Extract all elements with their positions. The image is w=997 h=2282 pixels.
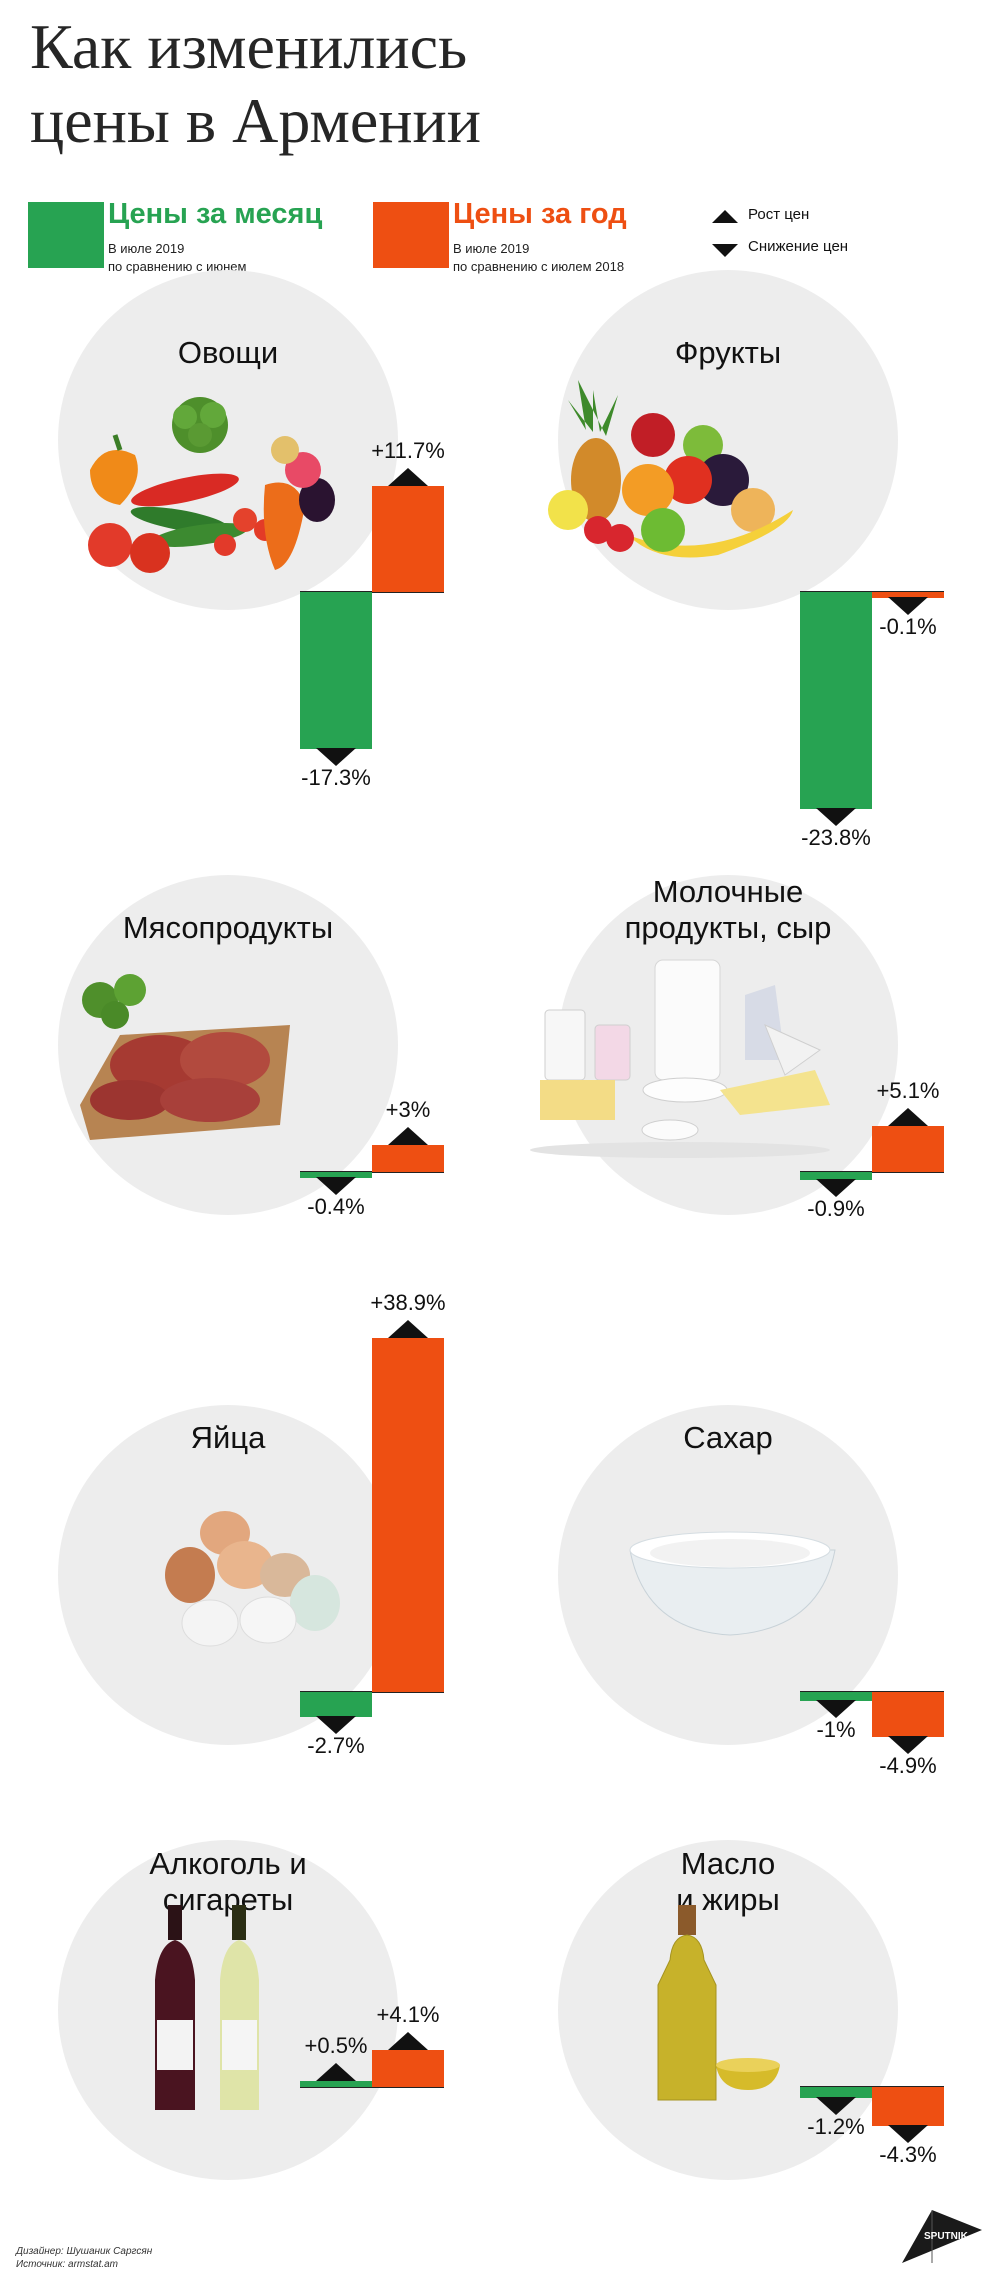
value-label-year: +4.1% bbox=[376, 2001, 440, 2027]
legend-month-sub1: В июле 2019 bbox=[108, 241, 185, 256]
decrease-triangle-icon bbox=[888, 597, 928, 615]
bar-month bbox=[800, 592, 872, 809]
decrease-triangle-icon bbox=[816, 807, 856, 826]
bar-year bbox=[372, 485, 444, 592]
legend-down-triangle-icon bbox=[712, 244, 738, 257]
bar-year bbox=[872, 1692, 944, 1737]
logo-text: SPUTNIK bbox=[924, 2231, 969, 2242]
panel-title: Мясопродукты bbox=[122, 910, 334, 945]
panel-title: Фрукты bbox=[674, 335, 782, 370]
decrease-triangle-icon bbox=[316, 748, 356, 767]
vegetables-illustration bbox=[88, 397, 335, 573]
bar-year bbox=[872, 1125, 944, 1172]
value-label-year: -4.3% bbox=[879, 2142, 937, 2168]
legend-year-swatch bbox=[373, 202, 449, 268]
increase-triangle-icon bbox=[388, 2031, 428, 2050]
legend-up-label: Рост цен bbox=[748, 206, 810, 223]
panel-circle bbox=[558, 1840, 898, 2180]
value-label-month: -1.2% bbox=[807, 2113, 865, 2139]
sputnik-logo: SPUTNIK bbox=[902, 2210, 982, 2263]
value-label-month: -0.9% bbox=[807, 1196, 865, 1222]
bar-year bbox=[872, 2087, 944, 2127]
decrease-triangle-icon bbox=[316, 1177, 356, 1195]
panel-title-line2: сигареты bbox=[162, 1882, 294, 1917]
legend-year-label: Цены за год bbox=[453, 198, 627, 230]
zero-baseline bbox=[300, 591, 444, 593]
credits: Дизайнер: Шушаник Саргсян Источник: arms… bbox=[16, 2245, 152, 2271]
increase-triangle-icon bbox=[388, 1126, 428, 1145]
zero-baseline bbox=[300, 2086, 444, 2088]
panel-title: Яйца bbox=[190, 1420, 266, 1455]
bar-year bbox=[372, 1338, 444, 1692]
dairy-illustration bbox=[530, 959, 830, 1158]
value-label-month: -23.8% bbox=[801, 824, 871, 850]
bar-month bbox=[300, 1692, 372, 1717]
value-label-month: -1% bbox=[816, 1717, 856, 1743]
decrease-triangle-icon bbox=[316, 1715, 356, 1734]
panel-title: Овощи bbox=[177, 335, 279, 370]
bottles-illustration bbox=[155, 1905, 259, 2110]
decrease-triangle-icon bbox=[888, 1735, 928, 1754]
bar-month bbox=[300, 2081, 372, 2087]
bar-month bbox=[800, 1692, 872, 1702]
value-label-month: -0.4% bbox=[307, 1194, 365, 1219]
legend-up-triangle-icon bbox=[712, 210, 738, 223]
title-line-1: Как изменились bbox=[30, 11, 468, 82]
bar-year bbox=[372, 2049, 444, 2087]
oil-illustration bbox=[657, 1905, 780, 2101]
legend-month-swatch bbox=[28, 202, 104, 268]
legend-down-label: Снижение цен bbox=[748, 238, 849, 255]
bar-month bbox=[800, 1172, 872, 1181]
bar-month bbox=[300, 592, 372, 750]
panel-title-line2: продукты, сыр bbox=[624, 910, 832, 945]
increase-triangle-icon bbox=[388, 1320, 428, 1338]
value-label-month: +0.5% bbox=[304, 2033, 368, 2058]
meat-illustration bbox=[80, 974, 290, 1140]
zero-baseline bbox=[300, 1171, 444, 1173]
zero-baseline bbox=[300, 1691, 444, 1693]
bar-month bbox=[300, 1172, 372, 1178]
legend-month-label: Цены за месяц bbox=[108, 198, 323, 230]
legend-year-sub1: В июле 2019 bbox=[453, 241, 530, 256]
source-credit: Источник: armstat.am bbox=[16, 2259, 119, 2270]
designer-credit: Дизайнер: Шушаник Саргсян bbox=[16, 2246, 153, 2257]
panel-title: Алкоголь и bbox=[149, 1846, 307, 1881]
increase-triangle-icon bbox=[888, 1107, 928, 1126]
value-label-year: -0.1% bbox=[879, 614, 937, 639]
value-label-year: -4.9% bbox=[879, 1752, 937, 1778]
panel-title: Сахар bbox=[683, 1420, 773, 1455]
panel-circle bbox=[558, 270, 898, 610]
bar-month bbox=[800, 2087, 872, 2098]
increase-triangle-icon bbox=[388, 467, 428, 486]
decrease-triangle-icon bbox=[816, 1700, 856, 1719]
panel-title: Молочные bbox=[652, 874, 804, 909]
decrease-triangle-icon bbox=[888, 2125, 928, 2144]
panel-title: Масло bbox=[680, 1846, 776, 1881]
value-label-year: +38.9% bbox=[370, 1290, 446, 1315]
decrease-triangle-icon bbox=[816, 2096, 856, 2115]
value-label-year: +3% bbox=[385, 1096, 431, 1122]
title-line-2: цены в Армении bbox=[30, 85, 482, 156]
legend-year-sub2: по сравнению с июлем 2018 bbox=[453, 259, 625, 274]
decrease-triangle-icon bbox=[816, 1179, 856, 1198]
value-label-year: +5.1% bbox=[876, 1077, 940, 1103]
page-title: Как изменились цены в Армении bbox=[30, 10, 790, 158]
value-label-year: +11.7% bbox=[371, 437, 445, 463]
value-label-month: -17.3% bbox=[301, 765, 371, 791]
bar-year bbox=[372, 1144, 444, 1172]
eggs-illustration bbox=[165, 1511, 340, 1647]
sugar-bowl-illustration bbox=[629, 1531, 836, 1636]
increase-triangle-icon bbox=[316, 2063, 356, 2081]
bar-year bbox=[872, 592, 944, 598]
fruits-illustration bbox=[548, 380, 793, 558]
zero-baseline bbox=[800, 1171, 944, 1173]
value-label-month: -2.7% bbox=[307, 1732, 365, 1758]
